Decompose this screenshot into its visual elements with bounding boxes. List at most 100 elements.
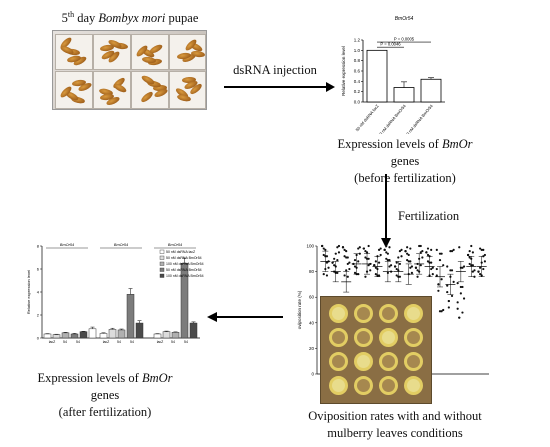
x-tick-label: lacZ <box>157 340 164 344</box>
y-axis-label: Relative expression level <box>26 270 31 314</box>
egg-ring <box>404 328 423 347</box>
bar <box>79 331 88 339</box>
legend-swatch <box>159 261 165 266</box>
y-axis-label: oviposition rate (%) <box>297 290 302 329</box>
egg-ring <box>404 304 423 323</box>
data-point <box>431 273 434 276</box>
data-point <box>388 258 391 262</box>
data-point <box>337 244 341 248</box>
data-point <box>430 261 433 264</box>
data-point <box>435 274 438 277</box>
egg-ring <box>354 304 373 323</box>
data-point <box>456 301 459 304</box>
data-point <box>343 248 346 251</box>
data-point <box>327 266 330 269</box>
x-tick-label: lacZ <box>103 340 110 344</box>
data-point <box>468 256 471 259</box>
data-point <box>409 266 412 269</box>
data-point <box>440 310 443 313</box>
oviposition-dot-plot: 0 20 40 60 80 100 oviposition rate (%) <box>297 244 489 377</box>
data-point <box>446 290 449 294</box>
egg-ring <box>379 352 398 371</box>
data-point <box>406 258 409 262</box>
chart-title: BmOr54 <box>395 16 414 22</box>
data-point <box>440 278 443 281</box>
data-point <box>456 282 459 285</box>
y-tick-label: 60 <box>309 295 315 300</box>
data-point <box>388 265 391 268</box>
y-axis-label: Relative expression level <box>341 46 346 96</box>
legend-swatch <box>159 267 165 272</box>
data-point <box>442 264 445 267</box>
data-point <box>357 260 360 263</box>
bar <box>52 334 61 339</box>
caption-oviposition: Oviposition rates with and without mulber… <box>308 409 482 440</box>
data-point <box>450 250 454 253</box>
data-point <box>470 244 473 248</box>
y-tick-label: 4 <box>37 290 40 295</box>
x-tick-label: 54 <box>130 340 134 344</box>
data-point <box>426 253 430 257</box>
data-point <box>333 264 336 267</box>
data-point <box>373 264 376 267</box>
data-point <box>459 285 462 289</box>
bar <box>43 333 52 339</box>
data-point <box>406 252 409 255</box>
y-tick-label: 0.8 <box>354 58 361 63</box>
data-point <box>482 267 485 271</box>
data-point <box>468 262 471 266</box>
data-point <box>322 273 325 276</box>
legend-swatch <box>159 273 165 278</box>
data-point <box>471 270 474 273</box>
data-point <box>458 316 461 319</box>
bar <box>70 333 79 339</box>
data-point <box>322 247 325 250</box>
legend-label: 50 nM dsRNA BmOr54 <box>166 256 202 260</box>
legend-swatch <box>159 255 165 260</box>
data-point <box>383 248 386 251</box>
y-tick-label: 0.2 <box>354 89 361 94</box>
x-tick-label: 54 <box>117 340 121 344</box>
bar <box>108 329 117 339</box>
data-point <box>331 261 334 264</box>
data-point <box>410 271 414 274</box>
data-point <box>400 248 403 251</box>
bar <box>88 328 97 339</box>
data-point <box>346 275 349 278</box>
data-point <box>414 266 418 269</box>
data-point <box>471 264 474 267</box>
pupae-photo <box>52 30 207 110</box>
egg-ring <box>329 328 348 347</box>
data-point <box>367 257 370 260</box>
data-point <box>462 265 466 268</box>
legend-label: 100 nM dsRNA BmOr54 <box>166 274 204 278</box>
data-point <box>336 258 339 262</box>
data-point <box>386 252 389 255</box>
data-point <box>438 310 442 313</box>
egg-ring <box>354 352 373 371</box>
legend-label: 50 nM dsRNA BmOr54 <box>166 268 202 272</box>
y-tick-label: 8 <box>37 244 40 249</box>
data-point <box>449 269 452 272</box>
data-point <box>398 275 402 278</box>
y-tick-label: 0.0 <box>354 100 361 105</box>
y-tick-label: 0.6 <box>354 69 361 74</box>
egg-ring <box>379 304 398 323</box>
data-point <box>395 261 398 264</box>
bar <box>366 49 388 103</box>
data-point <box>477 270 480 273</box>
data-point <box>345 250 348 253</box>
data-point <box>374 266 377 269</box>
data-point <box>358 246 361 249</box>
data-point <box>409 260 412 263</box>
data-point <box>353 271 357 274</box>
data-point <box>435 267 438 271</box>
data-point <box>388 246 391 249</box>
bar <box>153 333 162 339</box>
data-point <box>348 261 351 264</box>
data-point <box>322 253 325 257</box>
data-point <box>333 257 336 260</box>
data-point <box>430 267 433 271</box>
data-point <box>431 266 434 269</box>
arrow-left-icon <box>207 312 283 322</box>
